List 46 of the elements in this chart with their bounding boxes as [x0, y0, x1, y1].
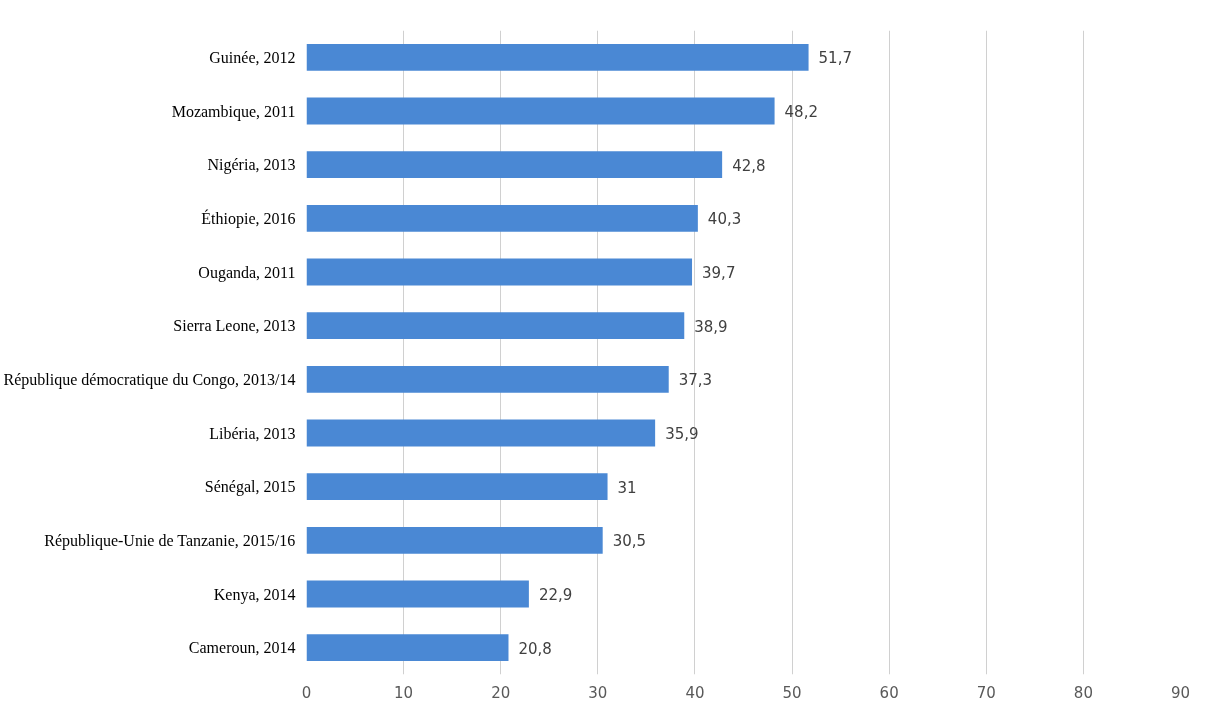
data-label: 51,7 [818, 49, 852, 68]
bar [306, 473, 608, 501]
x-tick-label: 10 [394, 683, 414, 702]
y-tick-label: Guinée, 2012 [209, 48, 296, 66]
bar [306, 580, 529, 608]
data-label: 20,8 [518, 639, 552, 658]
x-tick-label: 60 [879, 683, 899, 702]
data-label: 22,9 [538, 586, 573, 604]
data-label: 42,8 [732, 156, 766, 175]
data-label: 30,5 [612, 532, 647, 551]
data-label: 39,7 [702, 264, 736, 282]
y-tick-label: Nigéria, 2013 [207, 156, 296, 175]
y-tick-label: Sénégal, 2015 [204, 478, 296, 497]
data-label: 37,3 [678, 371, 713, 390]
y-tick-label: Éthiopie, 2016 [201, 208, 296, 228]
bar [306, 419, 656, 447]
x-tick-label: 70 [976, 683, 996, 702]
y-tick-label: Cameroun, 2014 [188, 639, 296, 657]
bar [306, 97, 775, 125]
y-tick-label: Libéria, 2013 [209, 424, 296, 442]
y-tick-label: Sierra Leone, 2013 [173, 317, 296, 335]
data-label: 35,9 [665, 425, 699, 443]
data-label: 38,9 [694, 317, 728, 336]
x-tick-label: 50 [782, 683, 802, 702]
data-label: 48,2 [784, 103, 818, 121]
bar [306, 312, 685, 340]
x-tick-label: 0 [301, 683, 312, 702]
y-tick-label: Mozambique, 2011 [171, 102, 296, 121]
y-tick-label: République démocratique du Congo, 2013/14 [3, 370, 296, 389]
y-tick-label: République-Unie de Tanzanie, 2015/16 [44, 531, 296, 550]
bar [306, 43, 809, 71]
data-label: 40,3 [707, 210, 742, 229]
bar [306, 151, 723, 179]
bar [306, 258, 693, 286]
x-tick-label: 20 [491, 683, 511, 702]
bar [306, 365, 669, 393]
x-tick-label: 90 [1170, 683, 1191, 702]
data-label: 31 [617, 478, 637, 497]
bar [306, 204, 698, 232]
x-tick-label: 80 [1073, 683, 1093, 702]
x-tick-label: 30 [588, 683, 608, 702]
bar [306, 634, 509, 662]
y-tick-label: Ouganda, 2011 [198, 263, 296, 282]
x-tick-label: 40 [685, 683, 705, 702]
y-tick-label: Kenya, 2014 [213, 585, 296, 604]
bar [306, 526, 603, 554]
